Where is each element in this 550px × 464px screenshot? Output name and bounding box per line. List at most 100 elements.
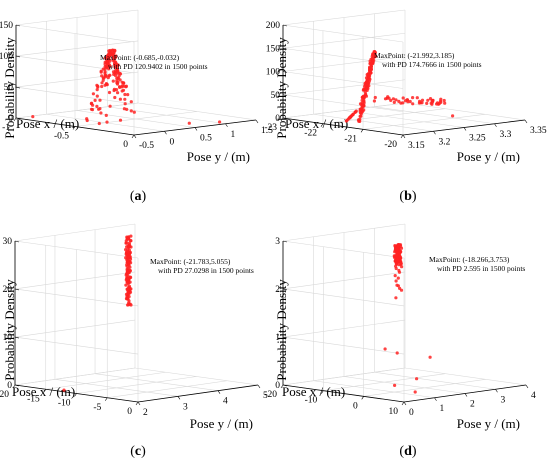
data-point	[118, 78, 122, 82]
data-point	[127, 284, 132, 288]
data-point	[89, 102, 93, 106]
data-point	[113, 95, 117, 100]
data-point	[394, 98, 398, 102]
data-point	[365, 80, 369, 84]
data-point	[373, 51, 377, 55]
x-tick-label: -23	[264, 123, 277, 133]
data-point	[391, 97, 395, 101]
data-point	[369, 67, 373, 71]
data-point	[392, 100, 396, 104]
data-point	[426, 98, 430, 102]
data-point	[395, 351, 399, 355]
data-point	[420, 101, 424, 105]
max-point-annotation: MaxPoint: (-18.266,3.753)	[429, 255, 510, 264]
data-point	[125, 107, 129, 111]
y-tick-label: 4	[223, 397, 228, 407]
x-tick-label: 0	[123, 140, 128, 150]
panel-c: 0 10 20 30 -20 -15 -10 -5 0 2 3 4 5 Pose x / (m) Pose …	[0, 223, 268, 459]
z-axis-label: Probability Density	[2, 37, 17, 139]
data-point	[129, 239, 133, 243]
data-point	[372, 99, 376, 103]
data-point	[394, 266, 398, 271]
panel-label: (b)	[399, 189, 416, 204]
data-point	[62, 388, 66, 392]
y-tick-label: 1	[231, 130, 236, 140]
z-tick-label: 1	[275, 333, 280, 343]
data-point	[103, 70, 107, 74]
max-point-pd-annotation: with PD 27.0298 in 1500 points	[158, 266, 254, 275]
data-point	[396, 258, 400, 262]
y-tick-label: 5	[263, 391, 268, 401]
data-point	[124, 85, 128, 89]
data-point	[187, 121, 191, 125]
data-point	[368, 62, 372, 66]
z-axis-label: Probability Density	[274, 37, 289, 139]
data-point	[120, 85, 124, 89]
data-point	[367, 76, 371, 80]
data-point	[395, 253, 399, 258]
panel-label: (c)	[130, 444, 146, 459]
y-tick-label: 1.5	[261, 126, 273, 136]
z-tick-label: 0	[275, 114, 280, 124]
scatter-points	[383, 243, 432, 394]
data-point	[100, 81, 104, 85]
data-point	[116, 80, 120, 84]
data-point	[373, 95, 377, 100]
data-point	[95, 88, 99, 92]
grid-lines	[14, 223, 259, 403]
data-point	[430, 99, 434, 103]
data-point	[104, 113, 108, 117]
data-point	[126, 287, 130, 291]
data-point	[31, 115, 35, 119]
data-point	[127, 252, 132, 256]
max-point-pd-annotation: with PD 2.595 in 1500 points	[437, 264, 525, 273]
scatter-points	[62, 234, 133, 392]
x-tick-label: 10	[389, 407, 399, 417]
data-point	[121, 88, 126, 92]
data-point	[116, 91, 120, 95]
data-point	[124, 241, 128, 245]
data-point	[373, 55, 377, 59]
y-tick-label: 3.2	[439, 137, 451, 147]
data-point	[411, 96, 415, 100]
data-point	[350, 113, 354, 117]
data-point	[107, 90, 112, 95]
data-point	[112, 87, 116, 91]
data-point	[125, 256, 129, 260]
data-point	[108, 104, 112, 108]
z-axis-label: Probability Density	[2, 279, 17, 381]
data-point	[356, 118, 361, 122]
data-point	[369, 71, 373, 75]
data-point	[118, 97, 122, 101]
data-point	[113, 62, 117, 66]
data-point	[128, 265, 132, 269]
z-tick-label: 20	[3, 285, 13, 295]
y-tick-label: 4	[531, 391, 536, 401]
y-axis-line	[137, 384, 259, 403]
x-tick-label: -1	[2, 123, 10, 133]
data-point	[116, 63, 120, 67]
data-point	[398, 255, 402, 259]
x-tick-label: -20	[384, 140, 397, 150]
data-point	[360, 103, 364, 107]
max-point-pd-annotation: with PD 120.9402 in 1500 points	[108, 62, 208, 71]
x-axis-line	[282, 384, 405, 403]
z-axis-label: Probability Density	[274, 279, 289, 381]
data-point	[99, 111, 103, 115]
x-tick-label: -20	[264, 390, 277, 400]
data-point	[443, 101, 447, 105]
data-point	[95, 94, 99, 98]
data-point	[117, 74, 121, 78]
data-point	[359, 110, 363, 114]
data-point	[132, 110, 136, 114]
data-point	[125, 235, 129, 239]
data-point	[93, 98, 97, 102]
data-point	[124, 248, 128, 252]
max-point-annotation: MaxPoint: (-21.992,3.185)	[374, 51, 455, 60]
data-point	[118, 118, 123, 122]
data-point	[385, 96, 389, 100]
x-axis-label: Pose x / (m)	[282, 384, 345, 399]
data-point	[428, 355, 432, 359]
z-tick-label: 150	[0, 21, 13, 31]
